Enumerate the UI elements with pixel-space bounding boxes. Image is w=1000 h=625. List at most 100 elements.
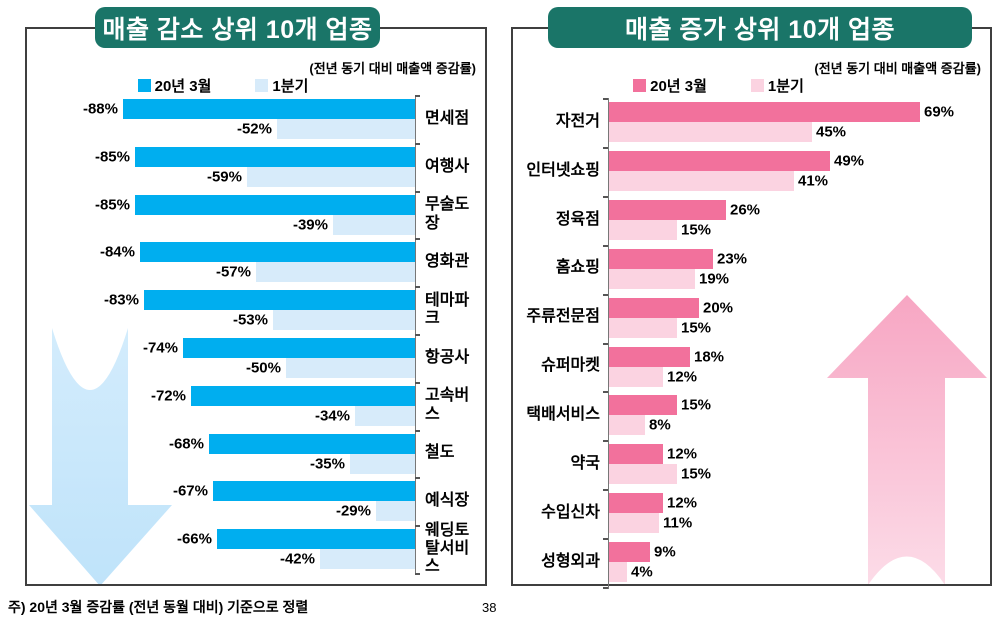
legend-label-q1: 1분기 (272, 78, 309, 95)
bar-value-label: -83% (103, 291, 139, 309)
bar-q1 (256, 262, 415, 283)
category-label: 항공사 (425, 348, 470, 366)
axis-tick (415, 286, 420, 289)
bar-value-label: -85% (94, 196, 130, 214)
bar-q1 (355, 405, 415, 426)
bar-mar2020 (209, 433, 415, 454)
bar-value-label: -85% (94, 148, 130, 166)
bar-value-label: 26% (730, 201, 761, 219)
bar-value-label: -29% (335, 502, 371, 520)
category-label: 인터넷쇼핑 (526, 161, 600, 179)
chart-title-increase: 매출 증가 상위 10개 업종 (548, 7, 972, 48)
category-label: 주류전문점 (526, 308, 600, 326)
chart-subtitle-increase: (전년 동기 대비 매출액 증감률) (814, 61, 981, 76)
page-number: 38 (482, 600, 497, 615)
bar-value-label: 9% (654, 543, 676, 561)
bar-value-label: 19% (699, 270, 730, 288)
bar-mar2020 (609, 346, 690, 367)
category-label: 예식장 (425, 492, 470, 510)
axis-tick (415, 238, 420, 241)
bar-mar2020 (609, 248, 713, 269)
bar-value-label: -59% (206, 168, 242, 186)
category-label: 여행사 (425, 157, 470, 175)
footnote: 주) 20년 3월 증감률 (전년 동월 대비) 기준으로 정렬 (8, 599, 309, 615)
bar-mar2020 (609, 199, 726, 220)
bar-q1 (247, 166, 415, 187)
category-label: 무술도장 (425, 196, 470, 232)
bar-value-label: -68% (168, 435, 204, 453)
bar-mar2020 (217, 529, 415, 550)
bar-value-label: 15% (681, 319, 712, 337)
category-label: 테마파크 (425, 291, 470, 328)
axis-tick (603, 538, 608, 541)
bar-value-label: 4% (631, 563, 653, 581)
bar-value-label: 15% (681, 221, 712, 239)
bar-value-label: 12% (667, 445, 698, 463)
category-label: 정육점 (555, 210, 600, 228)
bar-mar2020 (609, 493, 663, 514)
bar-q1 (609, 464, 677, 485)
category-label: 웨딩토탈서비스 (425, 521, 470, 576)
bar-value-label: -74% (142, 339, 178, 357)
bar-q1 (277, 119, 415, 139)
bar-value-label: 69% (924, 103, 955, 121)
bar-mar2020 (609, 150, 830, 171)
bar-q1 (333, 214, 415, 235)
bar-value-label: -39% (292, 216, 328, 234)
bar-value-label: 15% (681, 396, 712, 414)
bar-value-label: -50% (245, 359, 281, 377)
bar-q1 (609, 317, 677, 338)
down-arrow-icon (29, 328, 172, 584)
bar-q1 (320, 549, 415, 570)
category-label: 면세점 (425, 109, 470, 127)
value-axis (608, 98, 609, 589)
bar-value-label: 11% (663, 514, 693, 532)
axis-tick (415, 381, 420, 384)
bar-value-label: 41% (798, 172, 829, 190)
axis-tick (415, 573, 420, 575)
axis-tick (415, 190, 420, 193)
bar-value-label: 12% (667, 368, 698, 385)
bar-value-label: -66% (176, 530, 212, 548)
bar-mar2020 (609, 444, 663, 465)
category-label: 자전거 (555, 112, 600, 130)
axis-tick (415, 477, 420, 480)
bar-q1 (609, 366, 663, 387)
bar-mar2020 (213, 481, 415, 502)
bar-q1 (609, 562, 627, 583)
bar-value-label: 18% (694, 348, 725, 365)
chart-legend-increase: 20년 3월 1분기 (480, 75, 957, 96)
bar-value-label: -42% (279, 550, 315, 568)
bar-mar2020 (191, 385, 415, 406)
axis-tick (603, 440, 608, 443)
bar-mar2020 (135, 194, 415, 215)
bar-mar2020 (123, 99, 415, 119)
bar-value-label: -35% (309, 455, 345, 473)
chart-panel-decrease: 매출 감소 상위 10개 업종 (전년 동기 대비 매출액 증감률) 20년 3… (25, 7, 487, 586)
legend-swatch-q1 (750, 79, 764, 92)
axis-tick (415, 334, 420, 336)
bar-mar2020 (609, 102, 920, 122)
bar-value-label: 15% (681, 465, 712, 483)
bar-q1 (609, 170, 794, 191)
bar-value-label: -72% (150, 387, 186, 405)
bar-mar2020 (140, 242, 415, 263)
category-label: 철도 (425, 444, 455, 462)
bar-mar2020 (609, 395, 677, 416)
category-label: 성형외과 (541, 552, 600, 570)
bar-value-label: -52% (236, 120, 272, 138)
category-label: 고속버스 (425, 387, 470, 423)
plot-area-increase: 69% 45% 자전거 49% 41% 인터넷쇼핑 26% 15% 정육점 23% 19% 홈쇼핑 20… (513, 29, 990, 589)
bar-q1 (609, 268, 695, 289)
axis-tick (603, 293, 608, 296)
axis-tick (603, 244, 608, 247)
bar-value-label: -84% (99, 243, 135, 261)
axis-tick (603, 587, 608, 589)
axis-tick (603, 489, 608, 492)
chart-title-decrease: 매출 감소 상위 10개 업종 (95, 7, 380, 48)
legend-swatch-mar2020 (633, 79, 647, 92)
category-label: 택배서비스 (526, 406, 600, 424)
bar-value-label: -67% (172, 482, 208, 500)
bar-q1 (609, 513, 659, 534)
